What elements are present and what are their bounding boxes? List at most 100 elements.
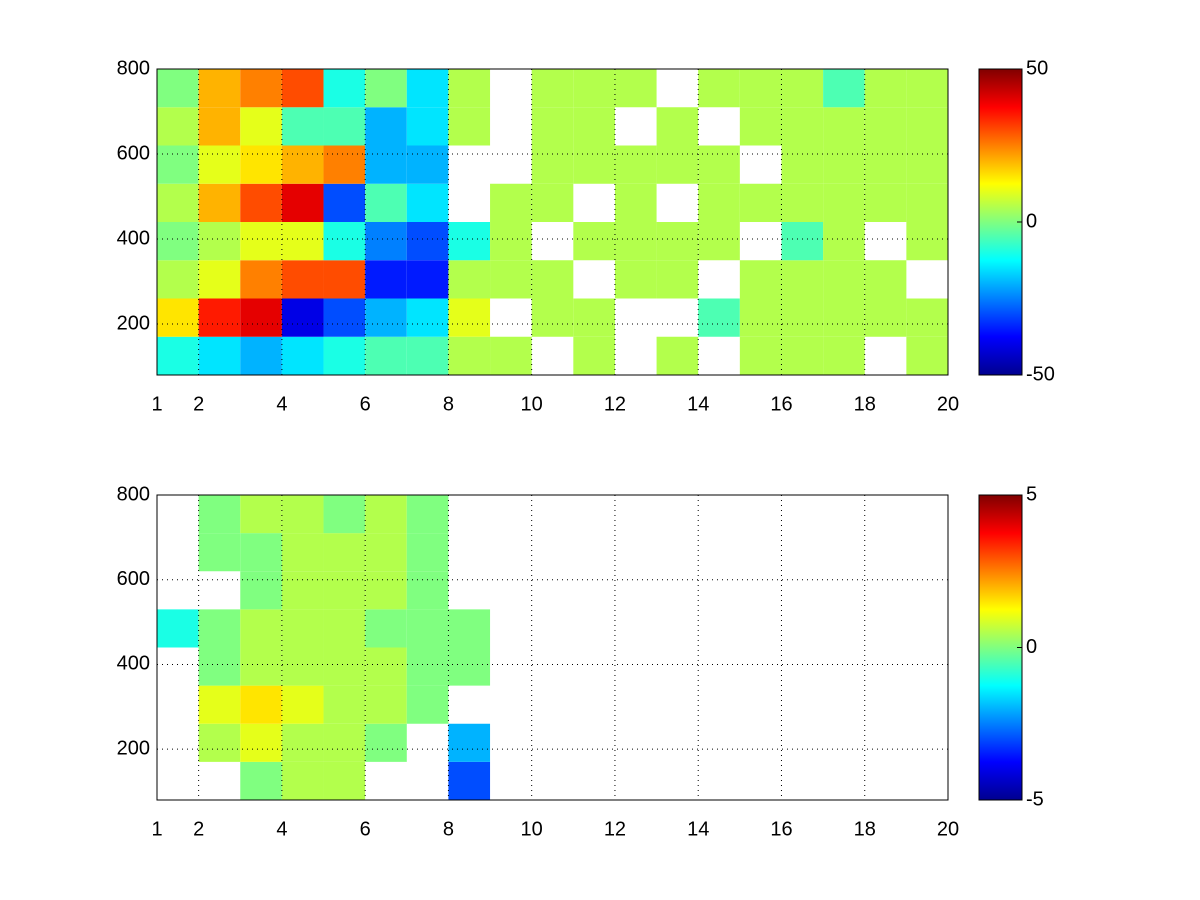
x-tick-label: 20 — [937, 393, 959, 415]
heat-cell — [240, 533, 282, 572]
y-tick-label: 400 — [117, 653, 150, 675]
x-tick-label: 10 — [521, 393, 543, 415]
heat-cell — [365, 685, 407, 724]
colorbar-tick-label: -50 — [1026, 363, 1055, 385]
heat-cell — [281, 69, 324, 108]
heat-cell — [281, 761, 324, 800]
heat-cell — [864, 107, 907, 146]
heat-cell — [323, 761, 366, 800]
heat-cell — [573, 145, 615, 184]
heat-cell — [198, 533, 241, 572]
heat-cell — [365, 145, 407, 184]
heat-cell — [823, 107, 865, 146]
heat-cell — [323, 533, 366, 572]
x-tick-label: 12 — [604, 393, 626, 415]
heat-cell — [406, 298, 449, 337]
heat-cell — [906, 107, 948, 146]
heat-cell — [281, 685, 324, 724]
heat-cell — [323, 107, 366, 146]
heat-cell — [365, 222, 407, 261]
heat-cell — [823, 336, 865, 375]
heat-cell — [614, 145, 657, 184]
heat-cell — [198, 609, 241, 648]
heat-cell — [406, 495, 449, 534]
colorbar — [978, 68, 1023, 376]
heat-cell — [198, 647, 241, 686]
heat-cell — [365, 533, 407, 572]
heat-cell — [323, 222, 366, 261]
heat-cell — [281, 183, 324, 222]
heat-cell — [157, 298, 199, 337]
heat-cell — [739, 69, 782, 108]
colorbar-tick-label: 0 — [1026, 636, 1037, 658]
heat-cell — [281, 609, 324, 648]
heat-cell — [198, 145, 241, 184]
heat-cell — [198, 183, 241, 222]
heat-cell — [323, 609, 366, 648]
heat-cell — [323, 336, 366, 375]
heat-cell — [157, 222, 199, 261]
heat-cell — [906, 336, 948, 375]
x-tick-label: 14 — [687, 818, 709, 840]
heat-cell — [240, 495, 282, 534]
heat-cell — [281, 298, 324, 337]
heat-cell — [157, 336, 199, 375]
heat-cell — [406, 260, 449, 299]
x-tick-label: 2 — [193, 818, 204, 840]
heat-cell — [198, 685, 241, 724]
heat-cell — [281, 107, 324, 146]
heat-cell — [323, 723, 366, 762]
heat-cell — [198, 495, 241, 534]
colorbar — [978, 494, 1023, 801]
heat-cell — [614, 222, 657, 261]
heat-cell — [406, 145, 449, 184]
heat-cell — [240, 647, 282, 686]
heat-cell — [406, 222, 449, 261]
heat-cell — [406, 336, 449, 375]
heat-cell — [573, 222, 615, 261]
heat-cell — [365, 495, 407, 534]
heat-cell — [198, 107, 241, 146]
heat-cell — [365, 69, 407, 108]
y-tick-label: 600 — [117, 568, 150, 590]
heat-cell — [240, 183, 282, 222]
heat-cell — [281, 647, 324, 686]
heat-cell — [406, 183, 449, 222]
y-tick-label: 800 — [117, 57, 150, 79]
colorbar-tick-label: 5 — [1026, 483, 1037, 505]
heat-cell — [531, 183, 574, 222]
heat-cell — [448, 609, 491, 648]
heat-cell — [781, 222, 824, 261]
heat-cell — [365, 609, 407, 648]
heat-cell — [406, 107, 449, 146]
heat-cell — [240, 336, 282, 375]
heat-cell — [281, 222, 324, 261]
heat-cell — [281, 723, 324, 762]
heat-cell — [323, 571, 366, 610]
heat-cell — [157, 260, 199, 299]
x-tick-label: 1 — [151, 818, 162, 840]
heat-cell — [448, 69, 491, 108]
x-tick-label: 4 — [276, 818, 287, 840]
heat-cell — [365, 647, 407, 686]
heat-cell — [365, 336, 407, 375]
heat-cell — [906, 69, 948, 108]
heat-cell — [490, 222, 532, 261]
heat-cell — [906, 222, 948, 261]
y-tick-label: 400 — [117, 227, 150, 249]
heat-cell — [323, 260, 366, 299]
heat-cell — [448, 647, 491, 686]
heat-cell — [573, 69, 615, 108]
heat-cell — [656, 222, 699, 261]
heat-cell — [614, 260, 657, 299]
y-tick-label: 600 — [117, 142, 150, 164]
x-tick-label: 6 — [360, 393, 371, 415]
heat-cell — [573, 107, 615, 146]
colorbar-tick-label: 0 — [1026, 210, 1037, 232]
y-tick-label: 800 — [117, 483, 150, 505]
heat-cell — [698, 298, 740, 337]
heat-cell — [281, 145, 324, 184]
heat-cell — [365, 571, 407, 610]
